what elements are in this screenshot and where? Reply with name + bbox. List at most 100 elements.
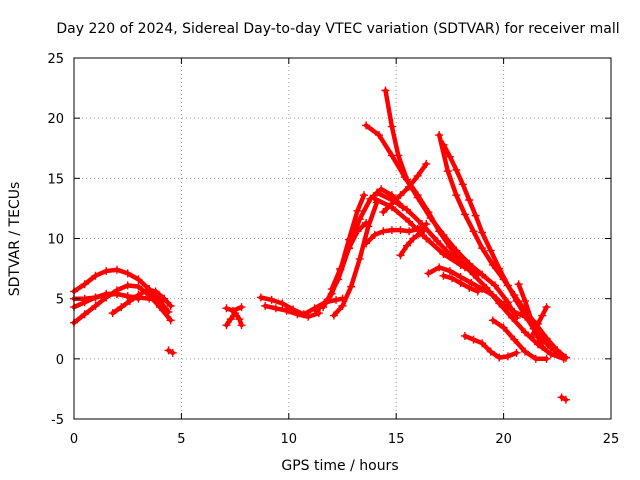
data-point-marker [362,239,371,248]
data-point-marker [435,227,444,236]
data-point-marker [456,279,465,288]
y-tick-label: 10 [47,233,64,248]
data-point-marker [402,205,411,214]
data-point-marker [508,313,517,322]
data-point-marker [134,275,143,284]
series-trace [436,132,569,360]
series-arc-13 [327,218,371,294]
data-point-marker [452,165,461,174]
data-point-marker [478,244,487,253]
data-point-marker [396,226,405,235]
data-point-marker [422,234,431,243]
x-tick-label: 0 [70,432,78,447]
data-point-marker [237,321,246,330]
series-arc-6 [164,346,177,357]
y-tick-label: -5 [51,413,64,428]
data-point-marker [123,292,132,301]
data-point-marker [439,271,448,280]
data-point-marker [91,301,100,310]
data-point-marker [222,321,231,330]
data-point-marker [396,191,405,200]
data-point-marker [435,131,444,140]
data-point-marker [433,236,442,245]
data-point-marker [473,270,482,279]
series-arc-28 [514,280,547,351]
data-point-marker [117,303,126,312]
grid-lines [74,58,611,419]
data-point-marker [521,328,530,337]
data-point-marker [521,347,530,356]
series-trace [374,190,481,277]
data-point-marker [465,195,474,204]
x-tick-label: 10 [281,432,298,447]
data-point-marker [370,194,379,203]
data-point-marker [91,293,100,302]
data-point-marker [445,152,454,161]
data-point-marker [488,316,497,325]
data-point-marker [478,285,487,294]
data-point-marker [448,274,457,283]
data-point-marker [439,140,448,149]
data-point-marker [546,344,555,353]
data-point-marker [478,228,487,237]
data-point-marker [370,230,379,239]
data-point-marker [458,180,467,189]
data-point-marker [256,293,265,302]
data-point-marker [347,282,356,291]
data-point-marker [112,265,121,274]
data-point-marker [521,297,530,306]
data-point-marker [510,307,519,316]
series-trace [331,200,380,318]
data-point-marker [514,280,523,289]
data-point-marker [561,353,570,362]
data-point-marker [499,300,508,309]
series-arc-27 [488,316,551,363]
data-series [70,86,570,404]
series-arc-21 [372,188,482,279]
data-point-marker [443,167,452,176]
data-point-marker [471,211,480,220]
data-point-marker [329,311,338,320]
data-point-marker [387,122,396,131]
data-point-marker [338,301,347,310]
data-point-marker [364,222,373,231]
data-point-marker [503,352,512,361]
data-point-marker [353,227,362,236]
data-point-marker [102,266,111,275]
series-arc-26 [460,331,521,362]
data-point-marker [160,294,169,303]
data-point-marker [439,250,448,259]
y-tick-label: 25 [47,52,64,67]
data-point-marker [355,254,364,263]
data-point-marker [387,226,396,235]
data-point-marker [125,297,134,306]
data-point-marker [478,339,487,348]
series-arc-10 [261,301,323,321]
data-point-marker [557,393,566,402]
data-point-marker [409,234,418,243]
data-point-marker [488,291,497,300]
data-point-marker [531,354,540,363]
data-point-marker [145,294,154,303]
data-point-marker [469,227,478,236]
data-point-marker [452,191,461,200]
data-point-marker [278,299,287,308]
data-point-marker [527,316,536,325]
data-point-marker [123,269,132,278]
data-point-marker [510,335,519,344]
data-point-marker [344,244,353,253]
data-point-marker [237,303,246,312]
data-point-marker [80,310,89,319]
data-point-marker [469,335,478,344]
y-tick-label: 0 [56,353,64,368]
data-point-marker [422,159,431,168]
data-point-marker [112,289,121,298]
data-point-marker [495,264,504,273]
data-point-marker [499,323,508,332]
data-point-marker [503,281,512,290]
data-point-marker [405,217,414,226]
data-point-marker [381,86,390,95]
data-point-marker [235,315,244,324]
data-point-marker [362,121,371,130]
